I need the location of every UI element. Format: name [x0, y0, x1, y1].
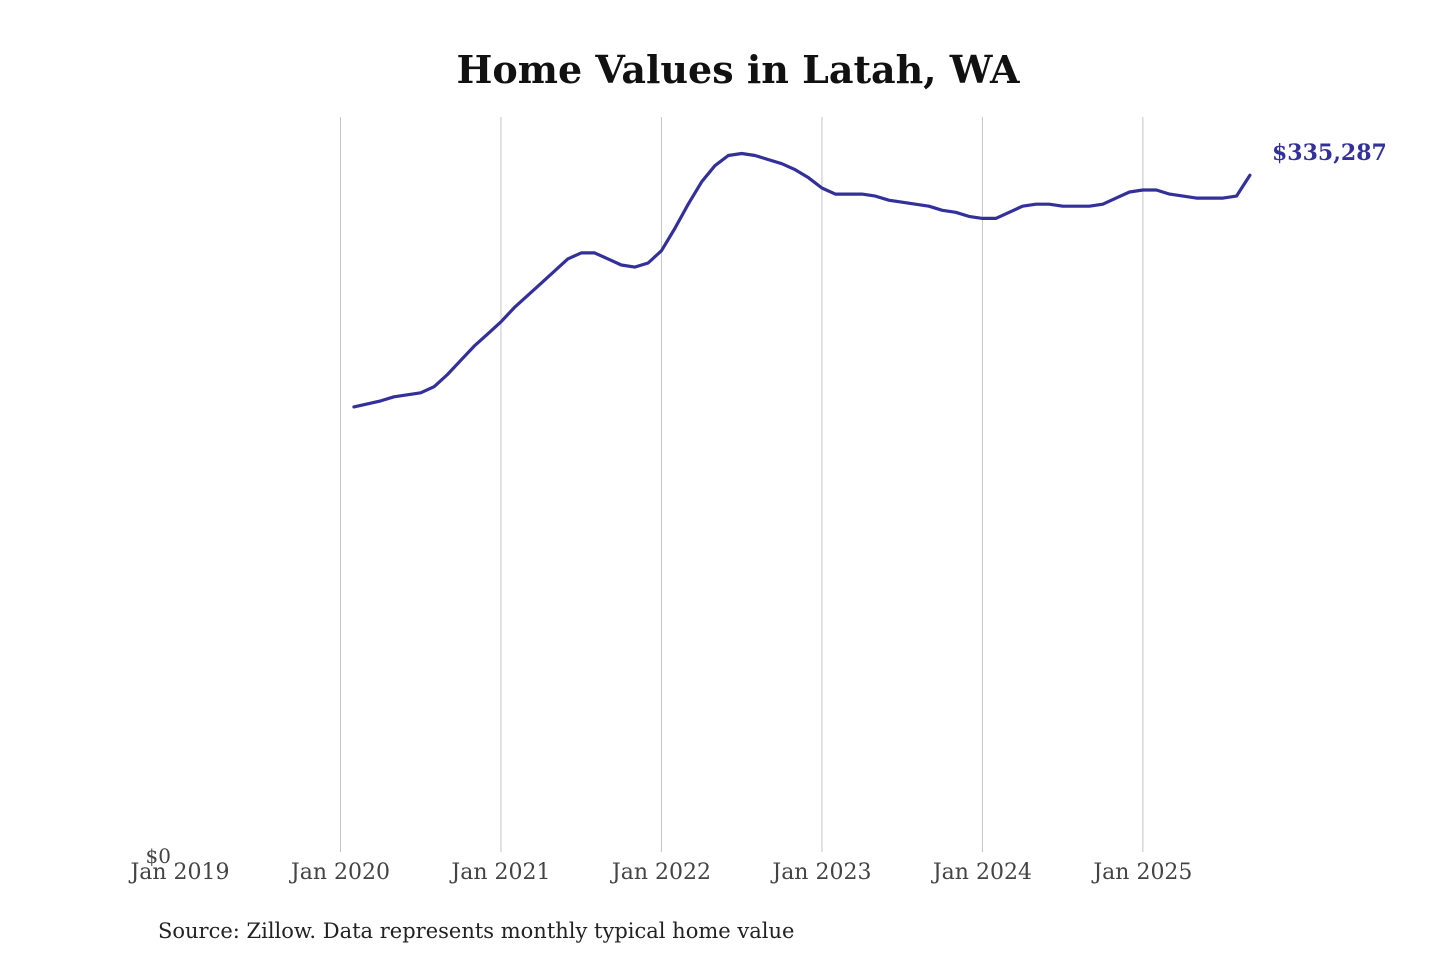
- x-tick-label: Jan 2025: [1091, 860, 1192, 885]
- vertical-gridlines: [339, 117, 1144, 852]
- chart-title: Home Values in Latah, WA: [457, 47, 1020, 92]
- x-tick-label: Jan 2019: [128, 860, 229, 885]
- source-note: Source: Zillow. Data represents monthly …: [158, 919, 794, 943]
- x-tick-label: Jan 2021: [449, 860, 550, 885]
- x-tick-label: Jan 2023: [770, 860, 871, 885]
- x-axis-tick-labels: Jan 2019 Jan 2020 Jan 2021 Jan 2022 Jan 2023…: [128, 860, 1192, 885]
- x-tick-label: Jan 2024: [931, 860, 1032, 885]
- y-tick-label: $0: [146, 844, 171, 868]
- home-value-line: [352, 151, 1252, 409]
- latest-value-label: $335,287: [1272, 140, 1387, 166]
- x-tick-label: Jan 2022: [610, 860, 711, 885]
- x-tick-label: Jan 2020: [289, 860, 390, 885]
- y-axis-tick-labels: $0: [146, 844, 171, 868]
